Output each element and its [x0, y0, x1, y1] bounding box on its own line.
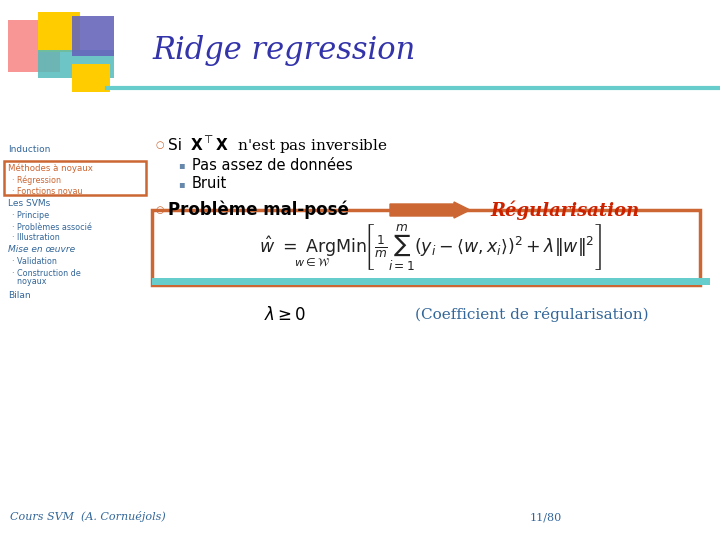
FancyArrow shape	[390, 202, 470, 218]
Text: ▪: ▪	[178, 160, 184, 170]
Text: · Régression: · Régression	[12, 176, 61, 185]
Text: $w \in \mathcal{W}$: $w \in \mathcal{W}$	[294, 256, 330, 268]
Text: Régularisation: Régularisation	[490, 200, 639, 220]
Text: Induction: Induction	[8, 145, 50, 154]
Text: ○: ○	[155, 140, 163, 150]
Text: noyaux: noyaux	[12, 278, 47, 287]
Text: Méthodes à noyaux: Méthodes à noyaux	[8, 163, 93, 173]
FancyBboxPatch shape	[152, 278, 710, 285]
Text: Ridge regression: Ridge regression	[152, 35, 415, 65]
Text: Les SVMs: Les SVMs	[8, 199, 50, 208]
FancyBboxPatch shape	[72, 16, 114, 56]
Text: 11/80: 11/80	[530, 512, 562, 522]
FancyBboxPatch shape	[38, 12, 80, 52]
Text: · Construction de: · Construction de	[12, 268, 81, 278]
Text: Si: Si	[168, 138, 182, 152]
Text: $\lambda \geq 0$: $\lambda \geq 0$	[264, 306, 306, 324]
Text: · Illustration: · Illustration	[12, 233, 60, 242]
Text: Mise en œuvre: Mise en œuvre	[8, 246, 75, 254]
FancyBboxPatch shape	[4, 161, 146, 195]
Text: · Fonctions noyau: · Fonctions noyau	[12, 186, 83, 195]
FancyBboxPatch shape	[152, 210, 700, 285]
Text: Cours SVM  (A. Cornuéjols): Cours SVM (A. Cornuéjols)	[10, 511, 166, 522]
Text: Bilan: Bilan	[8, 292, 31, 300]
Text: Bruit: Bruit	[192, 177, 228, 192]
Text: (Coefficient de régularisation): (Coefficient de régularisation)	[415, 307, 649, 322]
Text: · Principe: · Principe	[12, 212, 49, 220]
Text: Problème mal-posé: Problème mal-posé	[168, 201, 349, 219]
Text: $\mathbf{X}^{\top}\mathbf{X}$  n'est pas inversible: $\mathbf{X}^{\top}\mathbf{X}$ n'est pas …	[190, 134, 388, 156]
Text: Pas assez de données: Pas assez de données	[192, 158, 353, 172]
FancyBboxPatch shape	[8, 20, 60, 72]
Text: · Problèmes associé: · Problèmes associé	[12, 222, 92, 232]
Text: ▪: ▪	[178, 179, 184, 189]
FancyBboxPatch shape	[38, 50, 114, 78]
Text: ○: ○	[155, 205, 163, 215]
FancyBboxPatch shape	[8, 20, 60, 72]
Text: · Validation: · Validation	[12, 258, 57, 267]
FancyBboxPatch shape	[72, 64, 110, 92]
Text: $\hat{w}\ =\ \mathrm{ArgMin}\!\left[\frac{1}{m}\sum_{i=1}^{m}(y_i - \langle w, x: $\hat{w}\ =\ \mathrm{ArgMin}\!\left[\fra…	[258, 223, 601, 273]
